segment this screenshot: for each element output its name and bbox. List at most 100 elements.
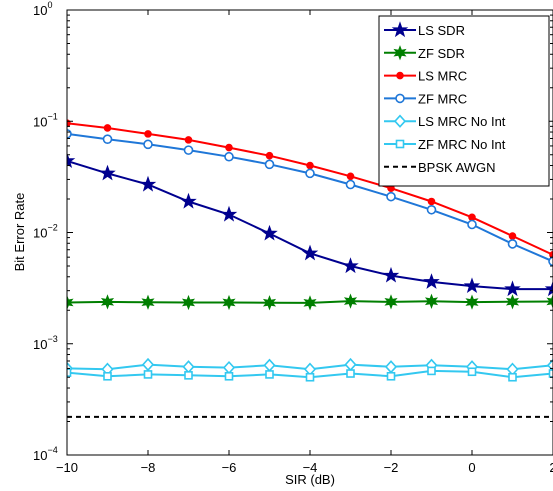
data-point-zf-mrc-no-int	[427, 366, 436, 376]
legend-marker	[396, 71, 404, 80]
x-tick-label: −8	[141, 460, 156, 475]
x-tick-label: −6	[222, 460, 237, 475]
data-point-zf-mrc-no-int	[184, 371, 193, 380]
data-point-ls-sdr	[301, 244, 319, 261]
legend-marker	[393, 114, 407, 128]
data-point-zf-mrc-no-int	[143, 370, 153, 379]
data-point-ls-sdr	[504, 280, 521, 297]
data-point-ls-mrc	[103, 124, 112, 132]
data-point-zf-mrc	[264, 159, 275, 170]
data-point-ls-mrc-no-int	[141, 357, 155, 372]
data-point-zf-mrc	[345, 179, 356, 190]
data-point-ls-mrc	[549, 251, 553, 259]
data-point-zf-sdr	[181, 294, 196, 311]
legend-label: LS MRC	[418, 69, 467, 84]
x-tick-label: −4	[303, 460, 318, 475]
legend-entry-bpsk-awgn: BPSK AWGN	[384, 160, 496, 175]
data-point-zf-mrc-no-int	[224, 371, 234, 381]
data-point-ls-mrc	[225, 143, 233, 152]
x-tick-label: −2	[384, 460, 399, 475]
series-zf-sdr	[67, 293, 553, 311]
data-point-zf-mrc-no-int	[346, 369, 355, 378]
data-point-zf-mrc-no-int	[467, 367, 477, 377]
legend-label: BPSK AWGN	[418, 160, 496, 175]
data-point-ls-mrc	[468, 213, 476, 222]
data-point-zf-mrc	[548, 256, 553, 267]
data-point-ls-sdr	[544, 280, 553, 297]
y-tick-label: 10−3	[33, 334, 58, 352]
y-tick-label: 10−2	[33, 223, 58, 241]
data-point-zf-mrc	[507, 239, 518, 249]
data-point-zf-sdr	[505, 294, 520, 310]
data-point-zf-mrc	[224, 151, 234, 162]
data-point-zf-sdr	[67, 294, 74, 311]
legend-label: LS MRC No Int	[418, 114, 506, 129]
data-point-zf-sdr	[343, 293, 358, 309]
legend-entry-ls-sdr: LS SDR	[384, 21, 465, 38]
data-point-zf-mrc	[386, 191, 396, 202]
legend-label: ZF SDR	[418, 46, 465, 61]
data-point-zf-mrc-no-int	[386, 371, 396, 381]
data-point-ls-sdr	[382, 266, 400, 283]
data-point-ls-mrc	[306, 161, 314, 170]
data-point-zf-mrc-no-int	[508, 372, 517, 382]
legend-entry-zf-sdr: ZF SDR	[384, 45, 465, 61]
data-point-zf-sdr	[424, 293, 439, 309]
data-point-ls-mrc	[265, 151, 274, 160]
legend-label: ZF MRC	[418, 91, 467, 106]
data-point-zf-sdr	[100, 294, 115, 310]
legend-entry-zf-mrc-no-int: ZF MRC No Int	[384, 137, 506, 152]
x-tick-label: −10	[56, 460, 78, 475]
series-zf-mrc-no-int	[67, 366, 553, 382]
legend-marker	[395, 139, 405, 149]
data-point-zf-sdr	[546, 293, 553, 310]
x-axis-label: SIR (dB)	[285, 472, 335, 487]
legend-entry-zf-mrc: ZF MRC	[384, 91, 467, 106]
data-point-zf-mrc-no-int	[67, 368, 72, 377]
y-tick-label: 10−4	[33, 445, 58, 463]
data-point-zf-mrc-no-int	[548, 369, 553, 378]
x-tick-label: 2	[549, 460, 553, 475]
data-point-zf-sdr	[222, 294, 236, 311]
data-point-ls-mrc	[508, 232, 517, 240]
data-point-ls-sdr	[180, 192, 197, 209]
data-point-ls-sdr	[99, 164, 116, 181]
data-point-zf-mrc	[143, 139, 153, 150]
data-point-zf-mrc	[305, 168, 315, 179]
data-point-zf-mrc-no-int	[103, 371, 112, 381]
data-point-ls-sdr	[261, 224, 278, 241]
legend-entry-ls-mrc-no-int: LS MRC No Int	[384, 114, 506, 129]
y-axis-label: Bit Error Rate	[12, 193, 27, 272]
x-tick-label: 0	[468, 460, 475, 475]
data-point-ls-sdr	[139, 175, 157, 192]
data-point-ls-sdr	[463, 277, 481, 294]
y-tick-label: 10−1	[33, 111, 58, 129]
data-point-ls-mrc	[144, 130, 152, 138]
data-point-zf-mrc	[467, 219, 477, 230]
data-point-ls-sdr	[220, 205, 238, 222]
data-point-zf-sdr	[141, 294, 155, 310]
legend-entry-ls-mrc: LS MRC	[384, 69, 467, 84]
data-point-ls-mrc	[427, 197, 436, 206]
data-point-zf-sdr	[262, 295, 277, 311]
series-ls-mrc	[67, 119, 553, 259]
series-ls-sdr	[67, 152, 553, 297]
series-zf-mrc	[67, 129, 553, 267]
data-point-ls-sdr	[67, 152, 76, 168]
data-point-ls-sdr	[423, 273, 440, 289]
legend-label: ZF MRC No Int	[418, 137, 506, 152]
data-point-zf-mrc	[426, 204, 437, 215]
series-layer	[67, 119, 553, 418]
y-tick-label: 100	[33, 0, 52, 18]
data-point-zf-mrc-no-int	[265, 370, 274, 379]
data-point-zf-sdr	[384, 294, 398, 310]
legend-label: LS SDR	[418, 23, 465, 38]
ticks-layer: −10 −8 −6 −4 −2 0 2 10−4 10−3 10−2 10−1 100	[33, 0, 553, 475]
data-point-ls-sdr	[342, 257, 359, 274]
legend-marker	[393, 45, 407, 61]
data-point-ls-mrc	[184, 136, 193, 144]
data-point-zf-sdr	[303, 295, 317, 311]
legend-marker	[391, 21, 409, 38]
data-point-zf-mrc	[102, 134, 113, 144]
